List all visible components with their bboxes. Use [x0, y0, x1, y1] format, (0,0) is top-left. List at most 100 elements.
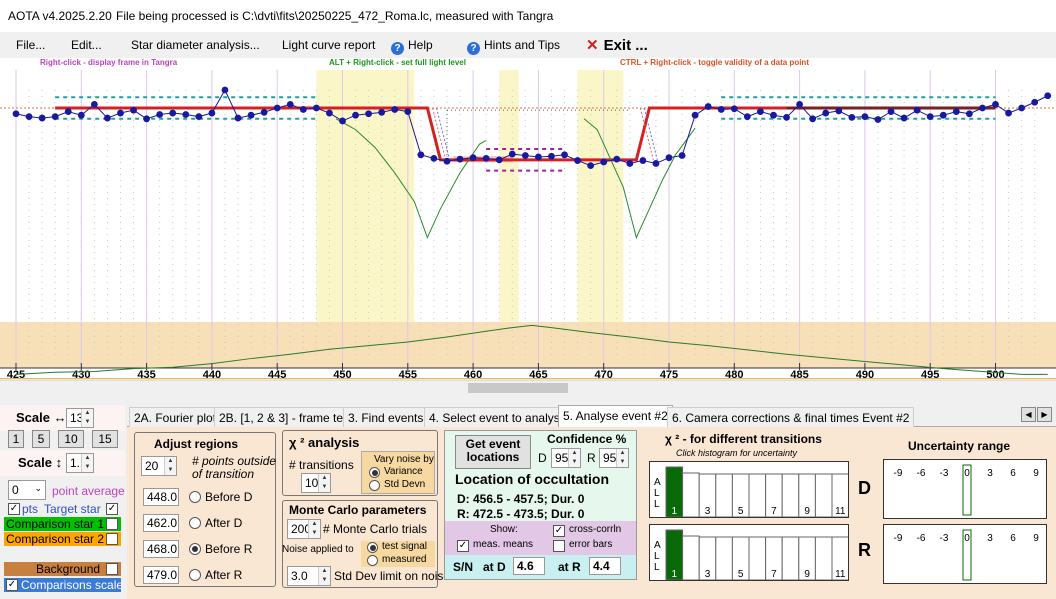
tab-select-event[interactable]: 4. Select event to analyse: [424, 407, 572, 427]
spin-arrows-icon[interactable]: ▲ ▼: [318, 474, 330, 492]
uncertainty-r-box: -9 -6 -3 0 3 6 9: [883, 524, 1047, 584]
comparisons-scaled-checkbox[interactable]: ✓: [6, 579, 18, 591]
spin-arrows-icon[interactable]: ▲ ▼: [81, 454, 93, 472]
menu-edit[interactable]: Edit...: [71, 38, 102, 52]
target-point-502: [1018, 104, 1026, 112]
target-point-491: [874, 116, 882, 123]
spin-arrows-icon[interactable]: ▲ ▼: [568, 449, 580, 467]
analyse-event-panel: Adjust regions 20 ▲ ▼ # points outside of …: [127, 427, 1056, 599]
target-point-458: [443, 157, 451, 165]
trials-input[interactable]: 200 ▲ ▼: [287, 519, 321, 539]
target-point-495: [926, 113, 934, 121]
menu-file[interactable]: File...: [16, 38, 46, 52]
chi2-d-bar-2: [682, 472, 700, 518]
target-point-501: [1005, 109, 1012, 117]
menu-hints[interactable]: ? Hints and Tips: [467, 38, 560, 55]
chi2-histogram-r-svg[interactable]: ALL 1 3 5 7 9 11: [650, 525, 850, 581]
before-r-radio[interactable]: [189, 543, 201, 555]
target-point-485: [796, 101, 803, 108]
menu-exit[interactable]: ✕ Exit ...: [586, 36, 648, 54]
background-row: Background: [4, 562, 121, 576]
uncertainty-d-zero-bar: [962, 464, 972, 516]
scale-15-button[interactable]: 15: [92, 430, 118, 448]
tab-camera-corrections[interactable]: 6. Camera corrections & final times Even…: [667, 407, 915, 427]
target-point-503: [1031, 98, 1039, 106]
scale-h-label: Scale ↔: [16, 410, 67, 425]
std-devn-radio[interactable]: [369, 480, 380, 491]
error-bars-checkbox[interactable]: [553, 540, 565, 552]
confidence-d-input[interactable]: 95 ▲ ▼: [551, 448, 581, 468]
test-signal-radio[interactable]: [367, 542, 378, 553]
target-point-463: [508, 150, 516, 158]
target-star-checkbox[interactable]: ✓: [106, 503, 118, 515]
tab-scroll-left-icon[interactable]: ◀: [1021, 407, 1036, 422]
spin-arrows-icon[interactable]: ▲ ▼: [308, 520, 320, 538]
variance-radio[interactable]: [369, 467, 380, 478]
transitions-input[interactable]: 10 ▲ ▼: [301, 473, 331, 493]
scale-v-input[interactable]: 1.10▲▼: [66, 453, 94, 473]
chi2-histogram-d-svg[interactable]: ALL 1 3 5 7 9 11: [650, 462, 850, 518]
points-outside-input[interactable]: 20 ▲ ▼: [141, 456, 177, 476]
transitions-value: 10: [305, 476, 319, 490]
background-checkbox[interactable]: [106, 563, 118, 575]
target-point-482: [757, 108, 764, 115]
scale-5-button[interactable]: 5: [32, 430, 50, 448]
std-limit-input[interactable]: 3.0 ▲ ▼: [287, 566, 331, 586]
uncertainty-d-tick-6: 6: [1010, 468, 1016, 479]
scale-1-button[interactable]: 1: [8, 430, 24, 448]
chi2-r-num-5: 5: [738, 569, 744, 580]
comp1-checkbox[interactable]: [106, 518, 118, 530]
cross-corr-checkbox[interactable]: ✓: [553, 525, 565, 537]
scrollbar-thumb[interactable]: [468, 383, 568, 393]
target-point-436: [156, 111, 164, 118]
tab-scroll-right-icon[interactable]: ▶: [1037, 407, 1052, 422]
app-version: AOTA v4.2025.2.20: [8, 9, 112, 23]
chi2-histogram-d[interactable]: A L L 1 3 5 7 9 11: [649, 461, 850, 518]
r-big-label: R: [858, 540, 871, 560]
x-tick-label-455: 455: [399, 369, 417, 380]
spin-arrows-icon[interactable]: ▲ ▼: [616, 449, 628, 467]
show-label: Show:: [490, 524, 518, 535]
after-r-radio[interactable]: [189, 569, 201, 581]
light-curve-svg[interactable]: 425 430 435 440 445 450 455 460 465 470 475 480 485 4…: [0, 70, 1056, 380]
confidence-r-input[interactable]: 95 ▲ ▼: [599, 448, 629, 468]
spin-arrows-icon[interactable]: ▲ ▼: [318, 567, 330, 585]
comp2-checkbox[interactable]: [106, 533, 118, 545]
tab-find-events[interactable]: 3. Find events: [343, 407, 429, 427]
x-tick-label-480: 480: [725, 369, 743, 380]
after-d-radio[interactable]: [189, 517, 201, 529]
scale-h-input[interactable]: 13.0▲▼: [66, 408, 94, 428]
point-average-select[interactable]: 0 ⌄: [8, 480, 46, 500]
target-point-428: [51, 113, 59, 121]
before-d-radio[interactable]: [189, 491, 201, 503]
confidence-d-value: 95: [555, 451, 569, 465]
plot-scrollbar[interactable]: [0, 380, 1056, 394]
target-point-459: [456, 155, 464, 163]
meas-means-checkbox[interactable]: ✓: [457, 540, 469, 552]
target-point-430: [77, 111, 85, 119]
menu-star-diameter[interactable]: Star diameter analysis...: [131, 38, 260, 52]
get-event-locations-button[interactable]: Get event locations: [455, 435, 531, 469]
after-r-label: After R: [205, 568, 243, 582]
points-checkbox[interactable]: ✓: [8, 503, 20, 515]
x-tick-label-470: 470: [595, 369, 613, 380]
transition-guide-1: [436, 107, 451, 160]
menu-light-curve-report[interactable]: Light curve report: [282, 38, 376, 52]
chi2-d-bar-8: [781, 473, 800, 518]
scale-10-button[interactable]: 10: [58, 430, 84, 448]
measured-radio[interactable]: [367, 555, 378, 566]
spin-arrows-icon[interactable]: ▲ ▼: [164, 457, 176, 475]
target-point-444: [260, 108, 268, 116]
menu-help[interactable]: ? Help: [391, 38, 433, 55]
noise-applied-label: Noise applied to: [282, 544, 354, 555]
chi2-r-bar-4: [715, 536, 733, 581]
tab-fourier-plot[interactable]: 2A. Fourier plot: [129, 407, 222, 427]
test-signal-label: test signal: [382, 541, 428, 552]
tab-analyse-event[interactable]: 5. Analyse event #2: [558, 405, 673, 427]
target-point-434: [130, 106, 137, 114]
target-point-494: [913, 106, 921, 114]
tab-frame-test[interactable]: 2B. [1, 2 & 3] - frame test: [214, 407, 358, 427]
light-curve-plot[interactable]: 425 430 435 440 445 450 455 460 465 470 475 480 485 4…: [0, 70, 1056, 380]
spin-arrows-icon[interactable]: ▲ ▼: [81, 409, 93, 427]
chi2-histogram-r[interactable]: A L L 1 3 5 7 9 11: [649, 524, 850, 581]
